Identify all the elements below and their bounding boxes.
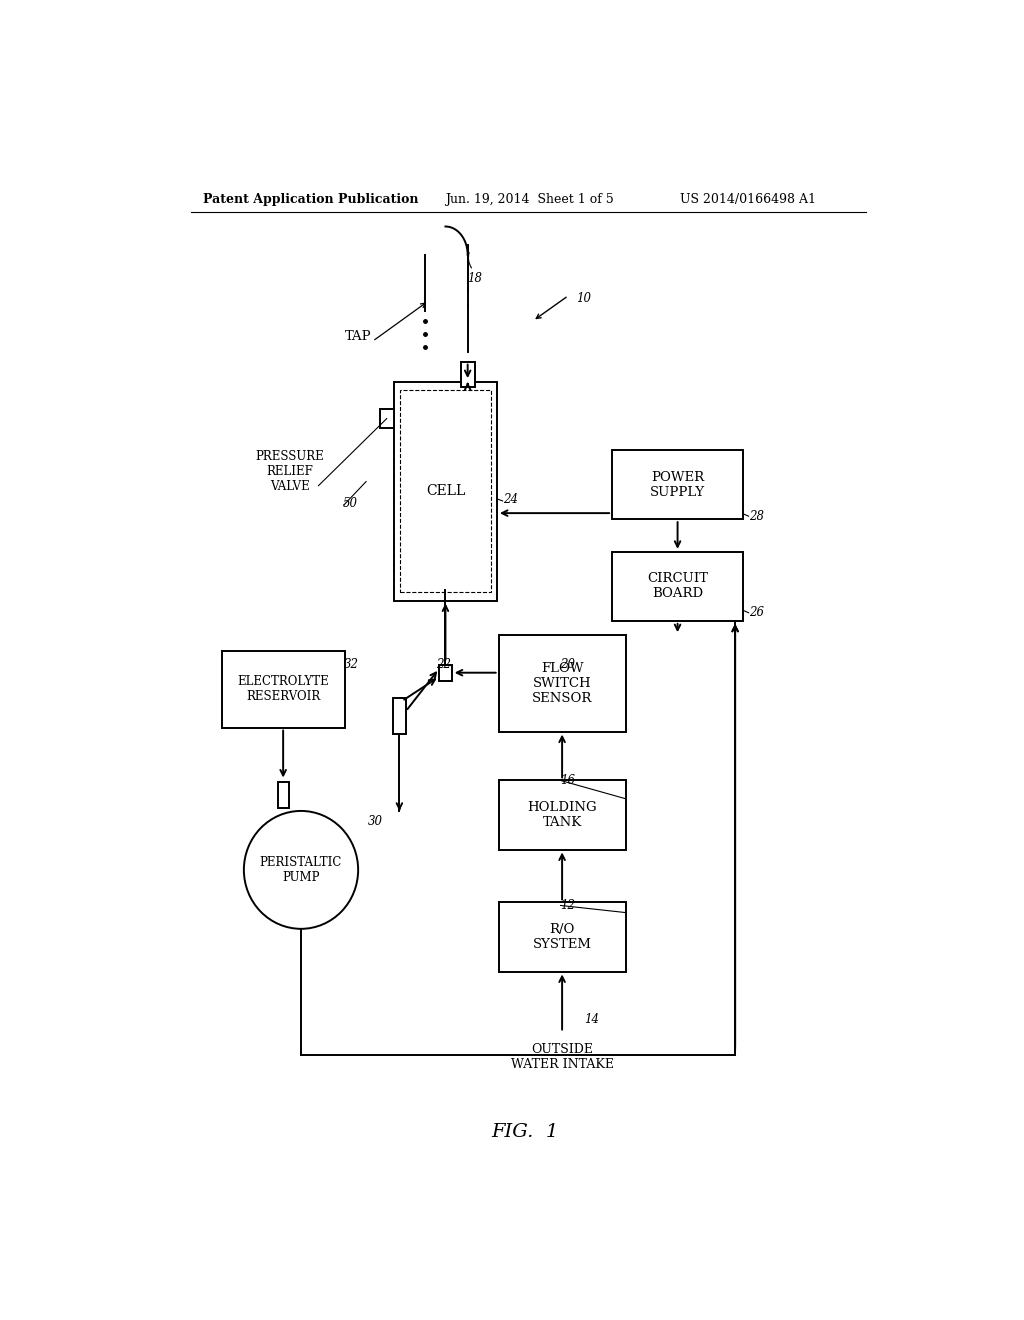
Bar [400,391,490,593]
Text: 16: 16 [560,774,575,787]
Text: CELL: CELL [426,484,465,498]
Text: ELECTROLYTE
RESERVOIR: ELECTROLYTE RESERVOIR [238,676,329,704]
Text: 26: 26 [749,606,764,619]
Text: Jun. 19, 2014  Sheet 1 of 5: Jun. 19, 2014 Sheet 1 of 5 [445,193,614,206]
FancyBboxPatch shape [221,651,345,727]
Ellipse shape [244,810,358,929]
Text: 18: 18 [468,272,482,285]
Text: CIRCUIT
BOARD: CIRCUIT BOARD [647,573,708,601]
Text: PRESSURE
RELIEF
VALVE: PRESSURE RELIEF VALVE [256,450,325,492]
Text: 32: 32 [344,659,358,671]
FancyBboxPatch shape [612,450,743,519]
FancyBboxPatch shape [499,635,626,731]
Text: PERISTALTIC
PUMP: PERISTALTIC PUMP [260,855,342,884]
Text: OUTSIDE
WATER INTAKE: OUTSIDE WATER INTAKE [511,1043,613,1071]
Text: 14: 14 [585,1012,599,1026]
FancyBboxPatch shape [612,552,743,620]
Text: POWER
SUPPLY: POWER SUPPLY [650,471,706,499]
Text: R/O
SYSTEM: R/O SYSTEM [532,923,592,950]
Text: 30: 30 [368,814,383,828]
Text: US 2014/0166498 A1: US 2014/0166498 A1 [680,193,815,206]
Text: 10: 10 [577,292,592,305]
Text: TAP: TAP [345,330,372,343]
Text: 50: 50 [342,498,357,511]
Text: FIG.  1: FIG. 1 [492,1123,558,1140]
Text: 28: 28 [749,510,764,523]
Text: 20: 20 [560,659,575,671]
Bar [394,381,497,601]
Text: Patent Application Publication: Patent Application Publication [204,193,419,206]
Bar [461,362,475,387]
Bar [380,409,394,428]
Text: HOLDING
TANK: HOLDING TANK [527,801,597,829]
Bar [273,727,287,785]
Text: 24: 24 [503,494,517,507]
Text: 12: 12 [560,899,575,912]
Bar [439,664,452,681]
Text: 22: 22 [436,659,451,671]
Bar [278,783,289,808]
FancyBboxPatch shape [499,903,626,972]
FancyBboxPatch shape [499,780,626,850]
Text: FLOW
SWITCH
SENSOR: FLOW SWITCH SENSOR [531,661,592,705]
Bar [393,698,406,734]
